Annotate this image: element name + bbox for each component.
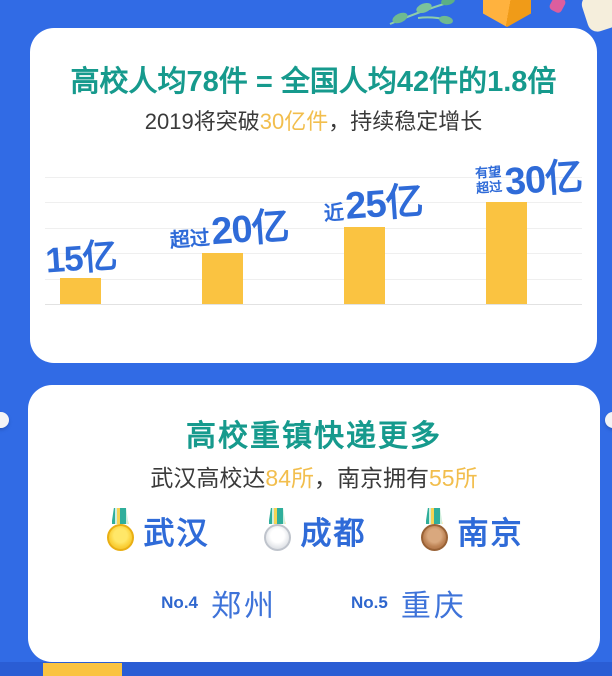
gridline [45, 253, 582, 254]
city-name: 郑州 [211, 590, 277, 623]
cities-subtitle-part: 武汉高校达 [150, 465, 266, 491]
growth-title: 高校人均78件 = 全国人均42件的1.8倍 [70, 66, 557, 98]
parcel-box-decoration [483, 0, 531, 27]
growth-subtitle-part: ，持续稳定增长 [328, 109, 483, 134]
cities-subtitle-highlight: 84所 [265, 465, 314, 491]
chart-baseline [45, 304, 582, 305]
bottom-band [0, 662, 612, 676]
right-notch-decoration [605, 412, 612, 428]
bar-value-2018: 近25亿 [323, 180, 424, 228]
bar-value-2017: 超过20亿 [169, 205, 290, 254]
bar-2018 [344, 227, 385, 304]
pink-confetti-icon [548, 0, 567, 15]
rank-label: No.4 [161, 593, 198, 612]
bar-2016 [60, 278, 101, 304]
cities-subtitle-part: ，南京拥有 [314, 465, 429, 491]
city-name: 成都 [300, 515, 367, 551]
city-ranking-card: 高校重镇快递更多 武汉高校达84所，南京拥有55所 武汉 成都 南京 No.4 … [28, 385, 600, 662]
bar-value-2019: 有望 超过 30亿 [474, 156, 584, 204]
growth-subtitle-part: 2019将突破 [144, 109, 260, 134]
growth-subtitle-highlight: 30亿件 [259, 109, 329, 134]
cities-subtitle: 武汉高校达84所，南京拥有55所 [28, 459, 600, 493]
city-name: 武汉 [143, 515, 210, 551]
leaf-branch-decoration [389, 0, 455, 25]
next-card-tab-decoration [43, 663, 122, 676]
gridline [45, 279, 582, 280]
growth-subtitle: 2019将突破30亿件，持续稳定增长 [30, 104, 597, 136]
bar-2017 [202, 253, 243, 304]
city-name: 重庆 [400, 590, 467, 623]
silver-medal-icon [262, 507, 292, 553]
growth-card: 高校人均78件 = 全国人均42件的1.8倍 2019将突破30亿件，持续稳定增… [30, 28, 597, 488]
rank5-city-item: No.5 重庆 [351, 581, 467, 625]
medal-ribbon [268, 508, 286, 524]
gridline [45, 177, 582, 178]
cities-title: 高校重镇快递更多 [186, 420, 442, 453]
bar-2019 [486, 202, 527, 304]
rank3-city-item: 南京 [419, 507, 524, 553]
rank2-city-item: 成都 [262, 507, 367, 553]
city-name: 南京 [457, 515, 524, 551]
rank1-city-item: 武汉 [105, 507, 210, 553]
rank-label: No.5 [351, 593, 388, 612]
gridline [45, 202, 582, 203]
medal-ribbon [425, 508, 443, 524]
medal-ribbon [111, 508, 129, 524]
cream-shape-decoration [579, 0, 612, 35]
gold-medal-icon [105, 507, 135, 553]
runner-up-cities-row: No.4 郑州 No.5 重庆 [28, 581, 600, 625]
bronze-medal-icon [419, 507, 449, 553]
bar-value-2016: 15亿 [44, 236, 118, 281]
medal-disc [263, 524, 291, 551]
top3-cities-row: 武汉 成都 南京 [28, 507, 600, 553]
medal-disc [420, 524, 448, 551]
cities-subtitle-highlight: 55所 [429, 465, 478, 491]
gridline [45, 228, 582, 229]
left-notch-decoration [0, 412, 9, 428]
rank4-city-item: No.4 郑州 [161, 581, 277, 625]
medal-disc [106, 524, 134, 551]
